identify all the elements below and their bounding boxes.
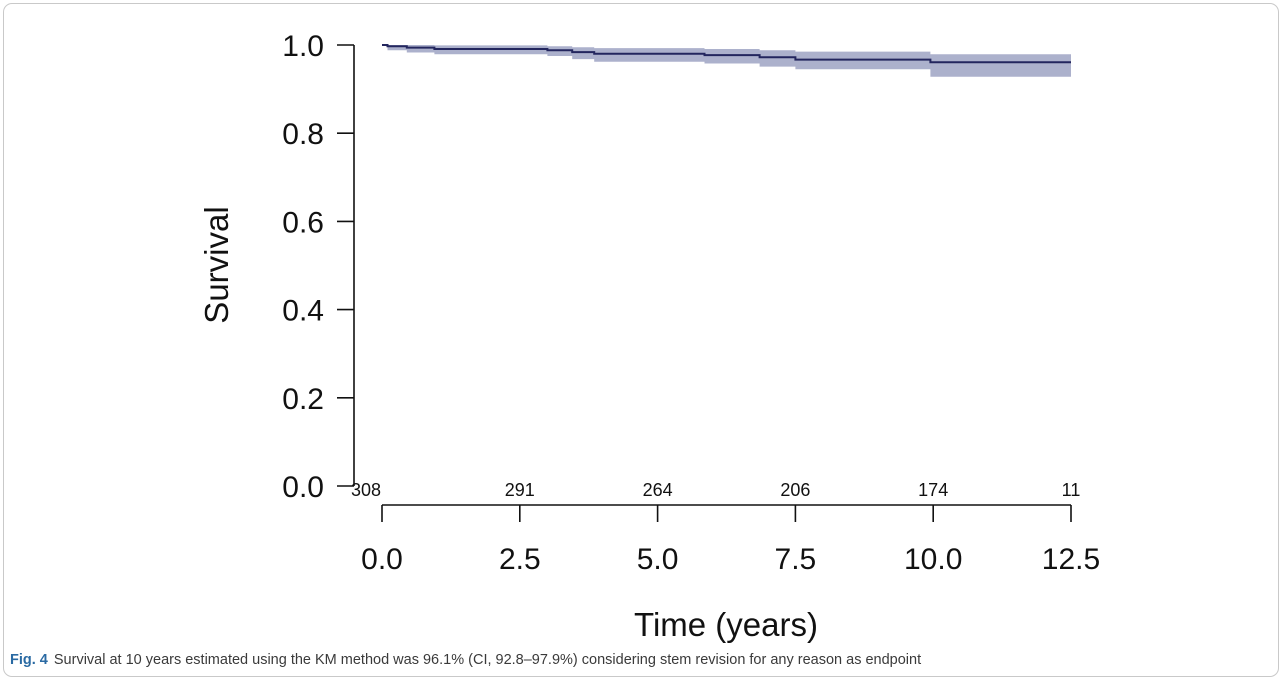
- x-tick-label: 7.5: [775, 543, 817, 576]
- at-risk-label: 174: [918, 480, 948, 500]
- figure-caption: Fig. 4 Survival at 10 years estimated usi…: [10, 652, 921, 668]
- y-tick-label: 1.0: [282, 30, 324, 63]
- number-at-risk: 308 291 264 206 174 11: [351, 480, 1080, 500]
- x-axis-title: Time (years): [634, 606, 818, 643]
- confidence-band: [382, 45, 1071, 77]
- y-tick-label: 0.0: [282, 471, 324, 504]
- x-tick-label: 10.0: [904, 543, 962, 576]
- x-axis: 0.0 2.5 5.0 7.5 10.0 12.5: [361, 504, 1100, 576]
- plot-area: [382, 44, 1071, 77]
- y-axis-title: Survival: [198, 206, 235, 323]
- y-tick-label: 0.4: [282, 295, 324, 328]
- x-tick-label: 2.5: [499, 543, 541, 576]
- at-risk-label: 264: [643, 480, 673, 500]
- y-axis: 0.0 0.2 0.4 0.6 0.8 1.0: [282, 30, 355, 504]
- x-tick-label: 12.5: [1042, 543, 1100, 576]
- y-tick-label: 0.8: [282, 118, 324, 151]
- at-risk-label: 206: [780, 480, 810, 500]
- at-risk-label: 11: [1062, 480, 1081, 500]
- caption-text: Survival at 10 years estimated using the…: [53, 652, 922, 668]
- survival-curve: [382, 44, 1071, 64]
- figure-label: Fig. 4: [10, 652, 48, 668]
- x-tick-label: 0.0: [361, 543, 403, 576]
- figure-frame: [3, 3, 1279, 677]
- y-tick-label: 0.2: [282, 383, 324, 416]
- y-tick-label: 0.6: [282, 206, 324, 239]
- x-tick-label: 5.0: [637, 543, 679, 576]
- at-risk-label: 291: [505, 480, 535, 500]
- at-risk-label: 308: [351, 480, 381, 500]
